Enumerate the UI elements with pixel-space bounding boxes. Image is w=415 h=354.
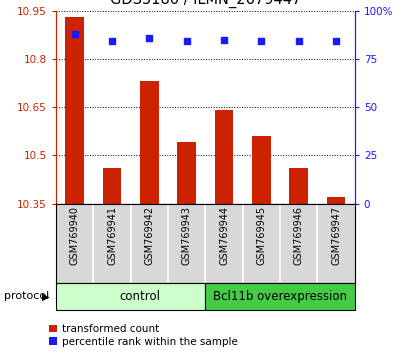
Text: GSM769942: GSM769942 bbox=[144, 206, 154, 265]
Text: GSM769944: GSM769944 bbox=[219, 206, 229, 265]
Bar bbox=[66, 17, 84, 204]
Bar bbox=[205, 283, 355, 310]
Legend: transformed count, percentile rank within the sample: transformed count, percentile rank withi… bbox=[47, 322, 240, 349]
Point bbox=[183, 39, 190, 44]
Text: GSM769945: GSM769945 bbox=[256, 206, 266, 265]
Text: GSM769946: GSM769946 bbox=[294, 206, 304, 265]
Bar bbox=[215, 110, 233, 204]
Point bbox=[258, 39, 265, 44]
Point bbox=[109, 39, 115, 44]
Bar bbox=[56, 283, 205, 310]
Point bbox=[71, 31, 78, 36]
Text: GSM769943: GSM769943 bbox=[182, 206, 192, 265]
Text: protocol: protocol bbox=[4, 291, 49, 302]
Title: GDS5180 / ILMN_2679447: GDS5180 / ILMN_2679447 bbox=[110, 0, 301, 8]
Bar bbox=[252, 136, 271, 204]
Point bbox=[221, 37, 227, 42]
Bar bbox=[103, 168, 122, 204]
Text: ▶: ▶ bbox=[42, 291, 49, 302]
Point bbox=[146, 35, 153, 40]
Bar bbox=[290, 168, 308, 204]
Bar bbox=[178, 142, 196, 204]
Bar bbox=[327, 197, 345, 204]
Text: GSM769940: GSM769940 bbox=[70, 206, 80, 265]
Text: Bcl11b overexpression: Bcl11b overexpression bbox=[213, 290, 347, 303]
Point bbox=[333, 39, 339, 44]
Text: control: control bbox=[120, 290, 161, 303]
Point bbox=[295, 39, 302, 44]
Text: GSM769941: GSM769941 bbox=[107, 206, 117, 265]
Bar bbox=[140, 81, 159, 204]
Text: GSM769947: GSM769947 bbox=[331, 206, 341, 265]
